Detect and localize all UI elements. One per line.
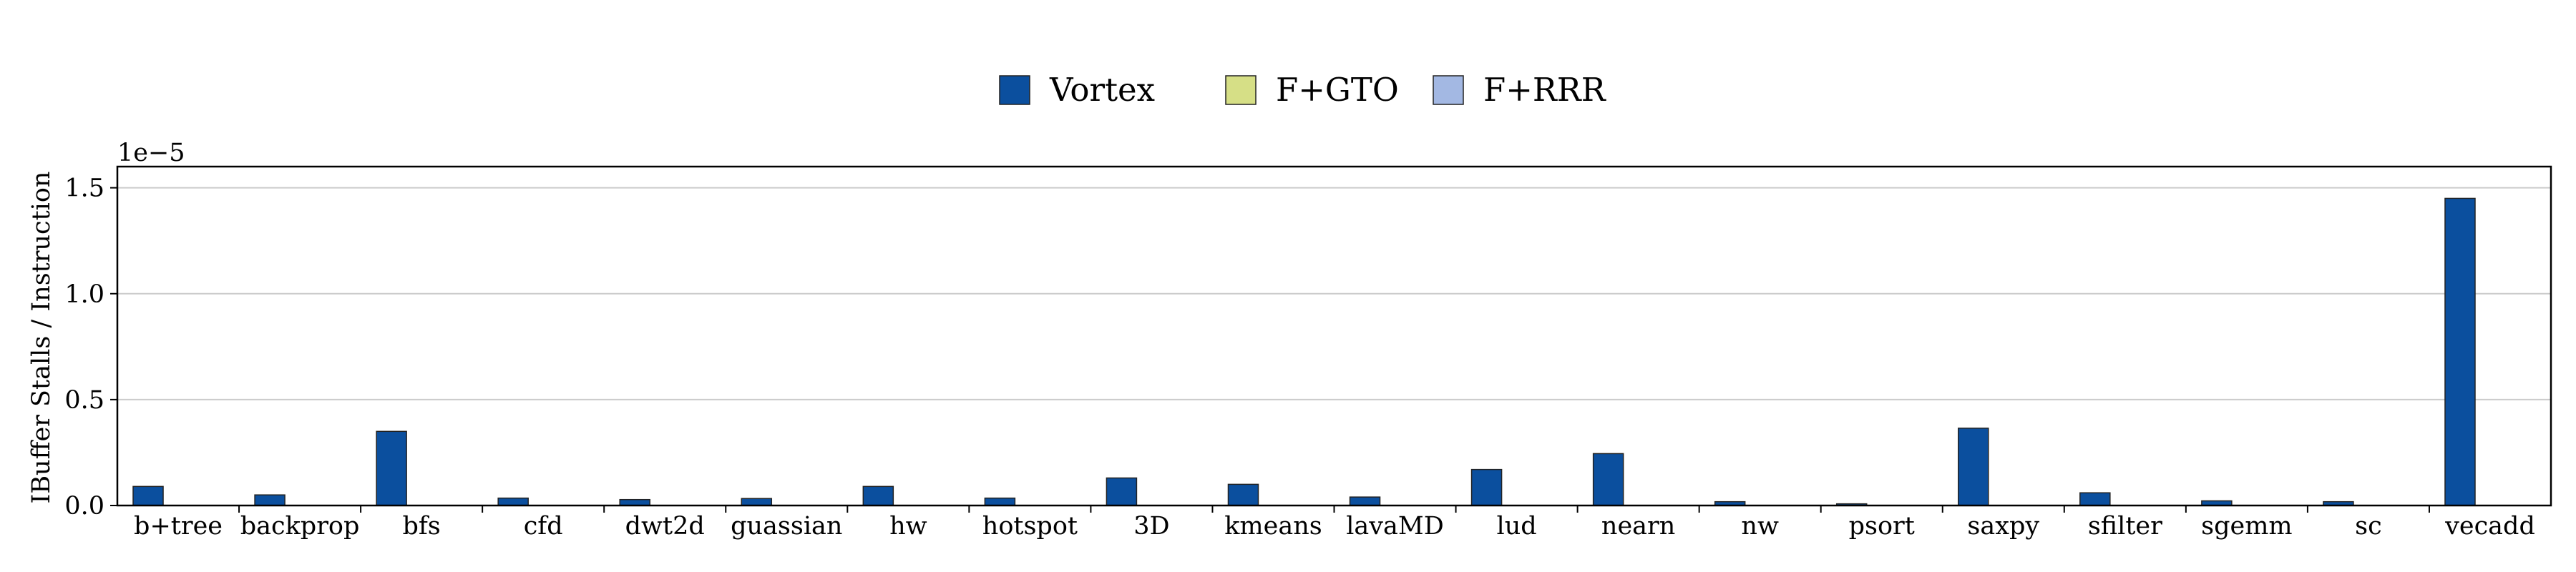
- x-tick-label: cfd: [524, 512, 563, 541]
- bar: [1958, 428, 1989, 506]
- legend-swatch: [999, 75, 1030, 105]
- bar: [1592, 453, 1624, 506]
- legend-swatch: [1433, 75, 1464, 105]
- x-tick-label: guassian: [731, 512, 842, 541]
- legend-label: F+GTO: [1276, 71, 1399, 109]
- y-grid: [117, 187, 2551, 506]
- bar: [1470, 468, 1503, 506]
- y-tick-label: 1.0: [64, 280, 104, 309]
- x-tick-label: vecadd: [2444, 512, 2535, 541]
- bar: [1349, 496, 1381, 506]
- x-tick-label: bfs: [402, 512, 440, 541]
- bar: [1106, 477, 1138, 506]
- plot-area-frame: [116, 165, 2552, 507]
- x-tick-label: sfilter: [2088, 512, 2162, 541]
- legend-label: F+RRR: [1483, 71, 1606, 109]
- bars: [132, 197, 2476, 506]
- x-tick-label: lud: [1497, 512, 1537, 541]
- legend-item-vortex: Vortex: [999, 71, 1155, 109]
- x-tick-label: nw: [1741, 512, 1779, 541]
- x-tick-label: hotspot: [982, 512, 1078, 541]
- x-tick-label: b+tree: [134, 512, 223, 541]
- x-tick-label: nearn: [1601, 512, 1675, 541]
- bar: [2444, 197, 2476, 506]
- legend: Vortex F+GTO F+RRR: [999, 71, 1606, 109]
- bar: [984, 497, 1016, 506]
- bar: [254, 494, 286, 506]
- x-tick-label: psort: [1849, 512, 1915, 541]
- legend-item-f-rrr: F+RRR: [1433, 71, 1606, 109]
- bar: [497, 497, 529, 506]
- legend-item-f-gto: F+GTO: [1225, 71, 1399, 109]
- bar: [376, 430, 407, 506]
- bar: [2079, 492, 2111, 506]
- x-axis: b+tree backprop bfs cfd dwt2d guassian hw hotsp…: [134, 506, 2535, 541]
- legend-label: Vortex: [1049, 71, 1155, 109]
- y-tick-label: 0.5: [64, 386, 104, 415]
- y-axis: 0.0 0.5 1.0 1.5: [64, 174, 117, 521]
- x-tick-label: backprop: [240, 512, 360, 541]
- bar: [132, 485, 164, 506]
- x-tick-label: 3D: [1133, 512, 1169, 541]
- x-tick-label: sc: [2355, 512, 2382, 541]
- bar: [862, 485, 894, 506]
- y-tick-label: 0.0: [64, 492, 104, 521]
- x-tick-label: sgemm: [2201, 512, 2292, 541]
- bar: [741, 498, 773, 506]
- y-tick-label: 1.5: [64, 174, 104, 203]
- y-offset-text: 1e−5: [117, 139, 185, 167]
- x-tick-label: saxpy: [1967, 512, 2039, 541]
- x-tick-label: kmeans: [1224, 512, 1322, 541]
- series-vortex: [132, 197, 2476, 506]
- x-tick-label: hw: [889, 512, 927, 541]
- bar: [1227, 483, 1259, 506]
- x-tick-label: lavaMD: [1346, 512, 1444, 541]
- x-tick-label: dwt2d: [625, 512, 705, 541]
- y-axis-label: IBuffer Stalls / Instruction: [27, 172, 56, 504]
- legend-swatch: [1225, 75, 1257, 105]
